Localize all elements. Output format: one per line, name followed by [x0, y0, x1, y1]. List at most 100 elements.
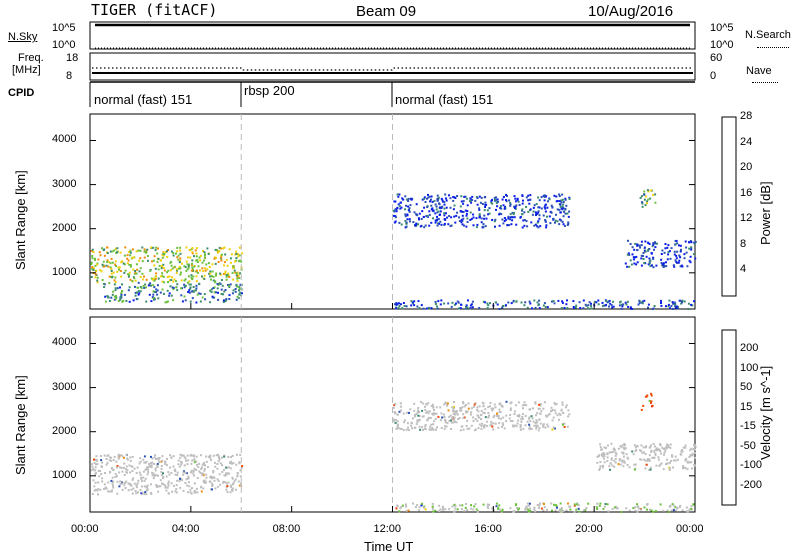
velocity-panel-cell: [522, 427, 525, 430]
velocity-panel-cell: [691, 454, 693, 457]
power-panel-cell: [505, 193, 507, 196]
velocity-panel-cell: [646, 458, 649, 461]
velocity-panel-cell: [450, 428, 453, 430]
power-panel-cell: [419, 225, 422, 228]
velocity-panel-cell: [528, 427, 531, 430]
power-panel-ytick-label: 1000: [52, 265, 77, 278]
power-panel-cell: [506, 224, 509, 227]
velocity-panel-cell: [693, 448, 695, 450]
power-panel-cell: [545, 226, 548, 229]
velocity-panel-cell: [555, 402, 558, 405]
power-panel-cell: [470, 303, 473, 306]
velocity-panel-cell: [182, 489, 185, 492]
velocity-panel-cell: [192, 470, 195, 473]
velocity-panel-cell: [449, 414, 452, 417]
power-panel-cell: [201, 275, 203, 278]
power-panel-cell: [416, 214, 419, 217]
velocity-panel-cell: [157, 474, 159, 477]
velocity-panel-cell: [405, 411, 408, 414]
power-panel-cell: [465, 304, 468, 307]
velocity-panel-cell: [653, 445, 656, 448]
power-panel-cell: [673, 265, 676, 268]
velocity-panel-cell: [617, 463, 620, 466]
power-panel-cell: [430, 221, 433, 224]
power-panel-cell: [437, 210, 440, 213]
power-panel-cell: [225, 273, 228, 276]
power-panel-cell: [177, 258, 180, 261]
power-panel-cell: [456, 195, 459, 197]
velocity-panel-cell: [418, 419, 421, 422]
velocity-panel-cell: [691, 452, 694, 455]
velocity-panel-cell: [109, 471, 112, 474]
power-panel-cell: [584, 303, 587, 306]
velocity-panel-cell: [139, 457, 142, 460]
power-panel-cell: [676, 250, 679, 253]
velocity-panel-cell: [214, 487, 217, 490]
power-panel-cell: [667, 303, 670, 306]
velocity-panel-cell: [105, 458, 108, 460]
velocity-panel-cell: [528, 416, 531, 419]
velocity-panel-cell: [509, 409, 512, 412]
power-panel-cell: [469, 307, 472, 310]
power-panel-cell: [232, 278, 235, 281]
power-panel-cell: [418, 307, 421, 310]
velocity-panel-cell: [129, 459, 132, 462]
power-panel-cell: [155, 288, 158, 291]
power-panel-cell: [238, 287, 241, 290]
velocity-panel-cell: [125, 465, 128, 468]
power-panel-cell: [542, 214, 545, 217]
velocity-panel-cell: [222, 481, 225, 484]
velocity-panel-cell: [230, 456, 233, 458]
colorbars: [721, 116, 737, 506]
velocity-panel-cell: [517, 401, 520, 404]
velocity-panel-cell: [174, 468, 177, 471]
power-panel-cell: [191, 252, 194, 255]
velocity-panel-cell: [453, 504, 456, 506]
velocity-panel-cell: [412, 502, 414, 505]
power-panel-cell: [556, 208, 559, 211]
velocity-panel-cell: [523, 403, 526, 406]
power-panel-cell: [462, 202, 465, 205]
power-panel-cell: [423, 206, 426, 209]
velocity-panel-cell: [213, 461, 216, 464]
power-panel-cell: [668, 299, 671, 302]
power-panel-cell: [567, 222, 570, 225]
power-panel-cell: [124, 246, 127, 249]
velocity-panel-cell: [517, 419, 520, 422]
power-panel-cell: [514, 197, 517, 200]
power-panel-cell: [676, 242, 679, 245]
power-panel-cell: [465, 212, 468, 215]
velocity-panel-cell: [493, 403, 496, 406]
power-panel-cell: [560, 307, 563, 309]
velocity-panel-cell: [127, 482, 130, 485]
x-tick-label: 12:00: [373, 523, 402, 535]
velocity-panel-cell: [530, 415, 533, 418]
power-panel-cell: [115, 295, 117, 297]
power-panel-cell: [196, 258, 199, 261]
power-panel-cell: [166, 256, 169, 258]
velocity-panel-cell: [526, 502, 529, 505]
velocity-panel-cell: [200, 472, 203, 475]
power-panel-cell: [542, 304, 545, 307]
power-panel-cell: [567, 221, 570, 224]
velocity-panel-cell: [542, 424, 545, 427]
velocity-panel-cell: [601, 466, 604, 469]
velocity-panel-cell: [417, 407, 420, 409]
power-panel-cell: [670, 247, 673, 250]
power-panel-cell: [672, 264, 675, 267]
velocity-panel-cell: [198, 470, 201, 473]
power-panel-cell: [404, 215, 407, 218]
power-panel-cell: [630, 308, 633, 310]
velocity-panel-cell: [644, 446, 647, 449]
power-panel-cell: [469, 197, 472, 200]
power-panel-cell: [494, 218, 497, 221]
velocity-panel-cell: [215, 454, 218, 457]
velocity-panel-cell: [142, 476, 145, 479]
power-panel-cell: [221, 284, 224, 287]
power-panel-cell: [557, 299, 560, 302]
power-panel-cell: [235, 250, 238, 253]
velocity-panel-cell: [657, 448, 660, 451]
power-panel-cell: [528, 300, 531, 303]
velocity-panel-cell: [562, 510, 565, 512]
power-panel-cell: [169, 269, 172, 272]
